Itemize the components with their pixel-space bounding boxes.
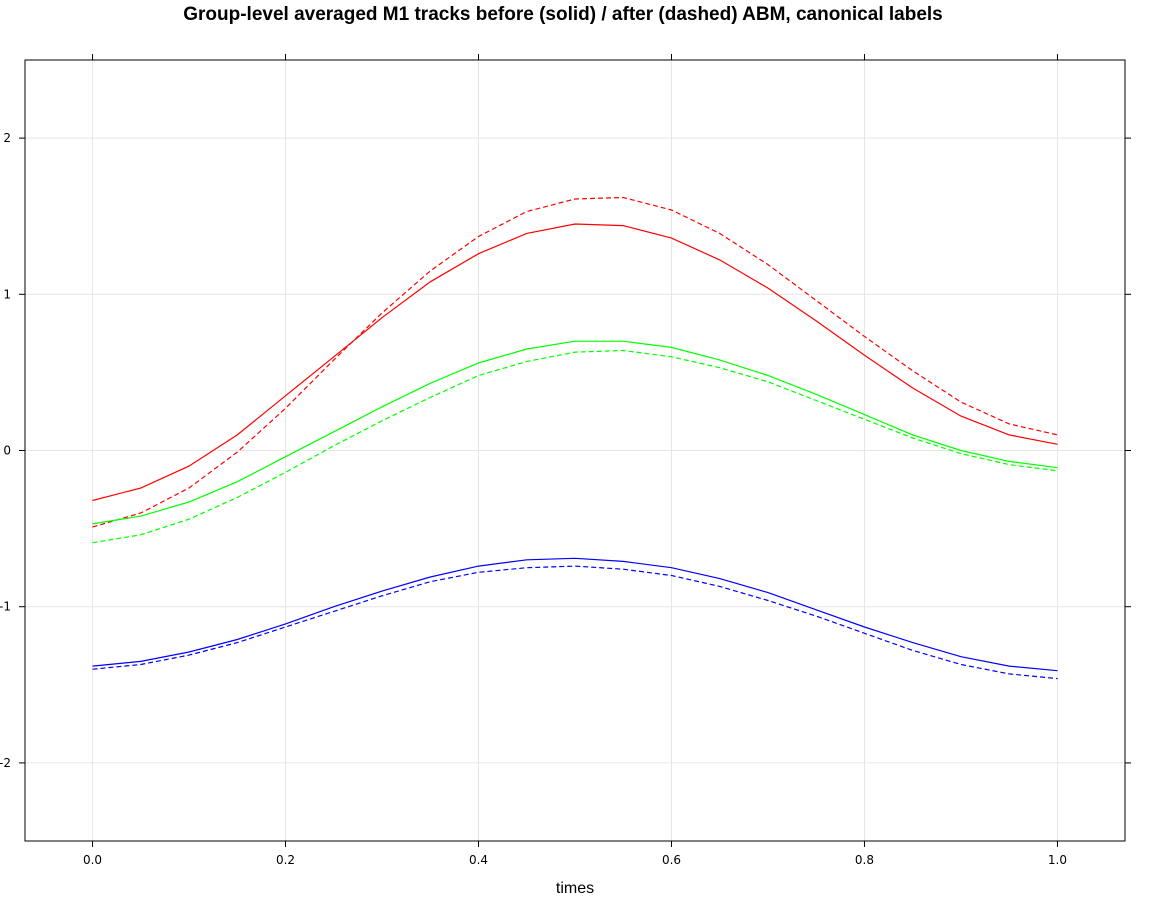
y-tick-label: -2 — [0, 756, 11, 770]
x-tick-label: 0.4 — [469, 853, 488, 867]
x-tick-label: 0.0 — [83, 853, 102, 867]
x-tick-label: 0.6 — [662, 853, 681, 867]
series-line-1 — [92, 196, 1058, 528]
x-tick-label: 1.0 — [1048, 853, 1067, 867]
y-tick-label: -1 — [0, 600, 11, 614]
series-line-2 — [92, 340, 1058, 525]
series-line-5 — [92, 565, 1058, 680]
y-tick-label: 1 — [3, 287, 11, 301]
series-line-0 — [92, 223, 1058, 502]
x-tick-label: 0.8 — [855, 853, 874, 867]
chart-title: Group-level averaged M1 tracks before (s… — [183, 4, 943, 25]
series-line-4 — [92, 557, 1058, 672]
x-axis-label: times — [556, 880, 594, 897]
axis-ticks: 0.0 0.2 0.4 0.6 0.8 1.0 -2 -1 0 1 2 — [0, 54, 1131, 867]
x-tick-label: 0.2 — [276, 853, 295, 867]
y-tick-label: 2 — [3, 131, 11, 145]
series-line-3 — [92, 349, 1058, 544]
grid-lines — [25, 60, 1125, 841]
series-lines — [92, 196, 1058, 680]
y-tick-label: 0 — [3, 444, 11, 458]
